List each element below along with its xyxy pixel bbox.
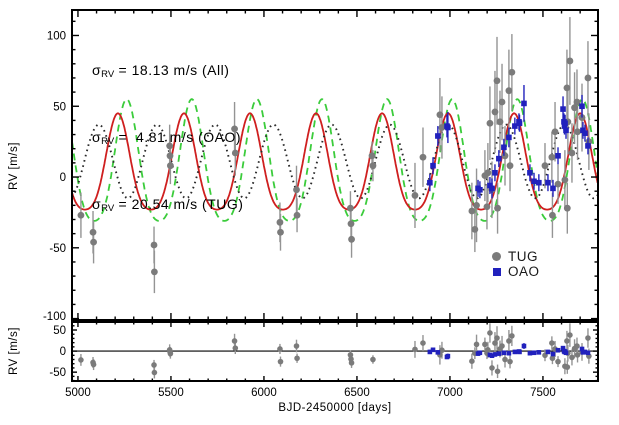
svg-text:-50: -50 [49,243,66,255]
main-tug-points [77,17,593,294]
svg-text:50: 50 [53,325,66,337]
svg-text:0: 0 [60,172,66,184]
svg-text:100: 100 [47,30,66,42]
sigma-line-oao: σRV = 4.81 m/s (OAO) [92,129,242,147]
residuals-tick-labels: -50 0 50 5000 5500 6000 6500 7000 7500 [49,325,555,399]
main-tick-labels: -100 -50 0 50 100 [43,30,66,323]
legend-item-tug: TUG [492,249,540,264]
legend-label-tug: TUG [508,249,538,264]
residuals-panel-content [72,323,598,379]
svg-text:5500: 5500 [158,387,184,399]
svg-text:6500: 6500 [344,387,370,399]
main-oao-points [427,85,591,199]
svg-text:-100: -100 [43,311,66,323]
main-panel-content [72,17,598,294]
svg-text:0: 0 [60,346,66,358]
legend-label-oao: OAO [508,264,540,279]
main-axis-ticks [72,10,598,320]
legend: TUG OAO [492,249,540,279]
svg-text:7000: 7000 [437,387,463,399]
svg-text:-50: -50 [49,367,66,379]
oao-square-marker-icon [493,267,501,276]
svg-text:7500: 7500 [530,387,556,399]
tug-circle-marker-icon [492,252,501,261]
residuals-tug-points [78,323,592,379]
svg-text:50: 50 [53,101,66,113]
sigma-line-tug: σRV = 20.54 m/s (TUG) [92,196,244,214]
legend-item-oao: OAO [492,264,540,279]
x-axis-label: BJD-2450000 [days] [278,402,392,414]
sigma-annotation-block: σRV = 18.13 m/s (All) σRV = 4.81 m/s (OA… [92,18,243,261]
main-panel-frame [71,9,599,321]
fit-black-dotted [72,123,598,200]
model-curves [72,98,598,222]
svg-text:6000: 6000 [251,387,277,399]
main-y-axis-label: RV [m/s] [8,142,20,190]
residuals-oao-points [427,343,591,360]
residual-y-axis-label: RV [m/s] [8,327,20,375]
svg-text:5000: 5000 [65,387,91,399]
residuals-axis-ticks [72,322,598,382]
fit-red-solid [72,112,598,211]
sigma-line-all: σRV = 18.13 m/s (All) [92,62,230,80]
